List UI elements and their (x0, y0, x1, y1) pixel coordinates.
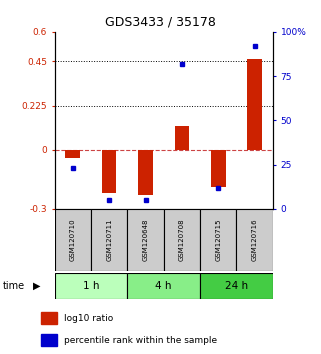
Bar (175, 126, 189, 150)
Bar (164, 209, 200, 271)
Bar (102, 150, 117, 193)
Bar (237, 209, 273, 271)
Text: GSM120715: GSM120715 (215, 218, 221, 261)
Bar (247, 59, 262, 150)
Text: 4 h: 4 h (155, 281, 172, 291)
Bar (91, 209, 127, 271)
Bar (211, 150, 226, 187)
Bar (41, 334, 57, 346)
Bar (65, 150, 80, 158)
Bar (138, 150, 153, 195)
Text: GSM120710: GSM120710 (70, 218, 76, 261)
Bar (127, 209, 164, 271)
Text: GSM120711: GSM120711 (106, 218, 112, 261)
Text: GDS3433 / 35178: GDS3433 / 35178 (105, 15, 216, 28)
Text: GSM120648: GSM120648 (143, 218, 149, 261)
Bar (41, 312, 57, 324)
Text: log10 ratio: log10 ratio (64, 314, 114, 323)
Bar (55, 209, 91, 271)
Text: ▶: ▶ (33, 281, 41, 291)
Text: 24 h: 24 h (225, 281, 248, 291)
Bar (200, 273, 273, 299)
Text: GSM120716: GSM120716 (252, 218, 258, 261)
Text: percentile rank within the sample: percentile rank within the sample (64, 336, 217, 345)
Bar (55, 273, 127, 299)
Text: time: time (3, 281, 25, 291)
Bar (200, 209, 237, 271)
Text: 1 h: 1 h (83, 281, 99, 291)
Text: GSM120708: GSM120708 (179, 218, 185, 261)
Bar (127, 273, 200, 299)
